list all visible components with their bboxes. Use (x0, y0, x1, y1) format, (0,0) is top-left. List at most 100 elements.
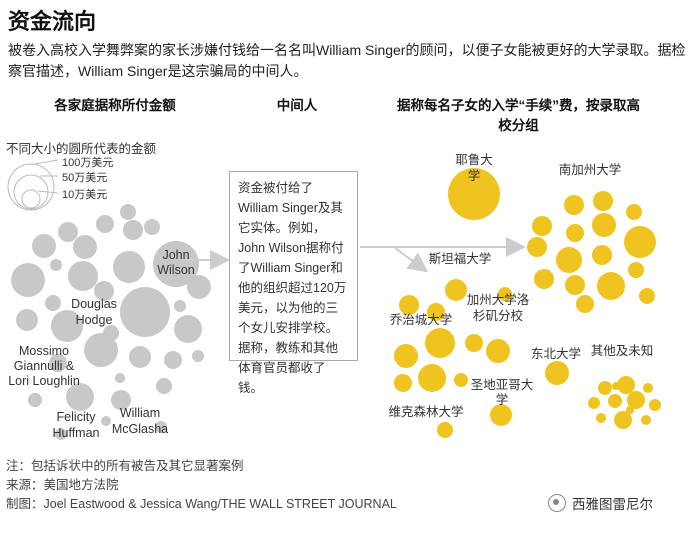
school-fee-circle (427, 303, 445, 321)
family-payment-circle (96, 215, 114, 233)
family-payment-circle (50, 259, 62, 271)
school-fee-circle (612, 382, 620, 390)
footnote: 注：包括诉状中的所有被告及其它显著案例 来源：美国地方法院 制图：Joel Ea… (6, 457, 397, 514)
family-payment-circle (68, 261, 98, 291)
school-fee-circle (556, 247, 582, 273)
school-fee-circle (628, 262, 644, 278)
school-fee-circle (627, 391, 645, 409)
school-label-usd-1: 圣地亚哥大 (471, 378, 534, 392)
school-fee-circle (593, 191, 613, 211)
school-fee-circle (418, 364, 446, 392)
school-fee-circle (394, 374, 412, 392)
school-fee-circle (448, 168, 500, 220)
family-label-huffman-2: Huffman (52, 426, 99, 440)
family-label-hodge-2: Hodge (76, 313, 113, 327)
school-fee-circle (465, 334, 483, 352)
family-payment-circle (156, 378, 172, 394)
school-fee-circle (445, 279, 467, 301)
family-label-huffman-1: Felicity (57, 410, 97, 424)
school-fee-circle (598, 381, 612, 395)
school-fee-circle (490, 404, 512, 426)
family-payment-circle (192, 350, 204, 362)
school-label-yale-2: 学 (468, 168, 481, 183)
family-payment-circle (174, 315, 202, 343)
family-label-mcglashan-2: McGlasha (112, 422, 168, 436)
legend-title: 不同大小的圆所代表的金额 (6, 142, 157, 156)
family-payment-circle (174, 300, 186, 312)
family-label-wilson-1: John (162, 248, 189, 262)
school-fee-circle (626, 204, 642, 220)
school-fee-circle (608, 394, 622, 408)
watermark: 西雅图雷尼尔 (548, 493, 653, 513)
footnote-note: 注：包括诉状中的所有被告及其它显著案例 (6, 459, 244, 473)
family-payment-circle (51, 310, 83, 342)
legend-label-100k: 10万美元 (62, 189, 108, 201)
school-fee-circle (649, 399, 661, 411)
family-payment-circle (144, 219, 160, 235)
school-fee-circle (597, 272, 625, 300)
family-payment-circle (101, 416, 111, 426)
family-payment-circle (129, 346, 151, 368)
school-fee-circle (399, 295, 419, 315)
school-fee-circle (588, 397, 600, 409)
legend-label-500k: 50万美元 (62, 172, 108, 184)
school-fee-circle (614, 411, 632, 429)
family-label-mcglashan-1: William (120, 406, 160, 420)
family-label-hodge-1: Douglas (71, 297, 117, 311)
family-payment-circle (45, 295, 61, 311)
family-payment-circle (187, 275, 211, 299)
wechat-icon (548, 494, 566, 512)
school-fee-circle (641, 415, 651, 425)
watermark-text: 西雅图雷尼尔 (572, 497, 653, 512)
intro-text: 被卷入高校入学舞弊案的家长涉嫌付钱给一名名叫William Singer的顾问，… (8, 42, 686, 79)
school-fee-circle (624, 226, 656, 258)
school-fee-circle (454, 373, 468, 387)
school-label-northeastern: 东北大学 (531, 346, 581, 361)
school-label-ucla-2: 杉矶分校 (473, 308, 524, 323)
family-payment-circle (123, 220, 143, 240)
school-label-yale-1: 耶鲁大 (455, 153, 493, 167)
school-fee-circle (566, 224, 584, 242)
family-payment-circle (16, 309, 38, 331)
school-label-stanford: 斯坦福大学 (429, 251, 492, 266)
footnote-source: 来源：美国地方法院 (6, 478, 119, 492)
family-payment-circle (66, 383, 94, 411)
arrow-to-stanford (394, 247, 429, 273)
family-label-loughlin-2: Giannulli & (14, 359, 75, 373)
school-fee-circle (534, 269, 554, 289)
school-fee-circle (565, 275, 585, 295)
column-heading-middleman: 中间人 (276, 98, 318, 113)
school-fee-circle (626, 406, 634, 414)
family-payment-circle (32, 234, 56, 258)
school-fee-circle (592, 245, 612, 265)
school-fee-circle (498, 287, 512, 301)
school-label-other: 其他及未知 (591, 344, 654, 358)
school-fee-circle (617, 376, 635, 394)
family-payment-circle (49, 354, 67, 372)
family-payment-circle (84, 333, 118, 367)
school-fee-circle (639, 288, 655, 304)
family-payment-circle (28, 393, 42, 407)
family-payment-circle (73, 235, 97, 259)
family-label-wilson-2: Wilson (157, 263, 195, 277)
family-payment-circle (58, 222, 78, 242)
school-fee-circle (576, 295, 594, 313)
page-title: 资金流向 (8, 9, 97, 34)
school-fee-circle (532, 216, 552, 236)
middleman-textbox: 资金被付给了William Singer及其它实体。例如，John Wilson… (229, 171, 358, 395)
school-fee-circle (486, 339, 510, 363)
family-payment-circle (120, 287, 170, 337)
family-payment-circle (115, 373, 125, 383)
column-heading-schools: 据称每名子女的入学“手续”费，按录取高校分组 (397, 98, 640, 133)
family-payment-circle (111, 390, 131, 410)
school-label-usd-2: 学 (496, 392, 509, 407)
school-fee-circle (545, 361, 569, 385)
family-payment-circle (55, 428, 67, 440)
school-fee-circle (564, 195, 584, 215)
family-label-loughlin-3: Lori Loughlin (8, 374, 80, 388)
school-fee-circle (592, 213, 616, 237)
school-label-usc: 南加州大学 (559, 162, 622, 177)
family-payment-circle (120, 204, 136, 220)
school-fee-circle (527, 237, 547, 257)
